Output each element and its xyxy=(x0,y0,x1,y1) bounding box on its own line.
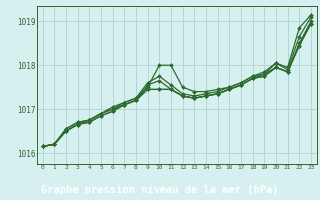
Text: Graphe pression niveau de la mer (hPa): Graphe pression niveau de la mer (hPa) xyxy=(41,185,279,195)
